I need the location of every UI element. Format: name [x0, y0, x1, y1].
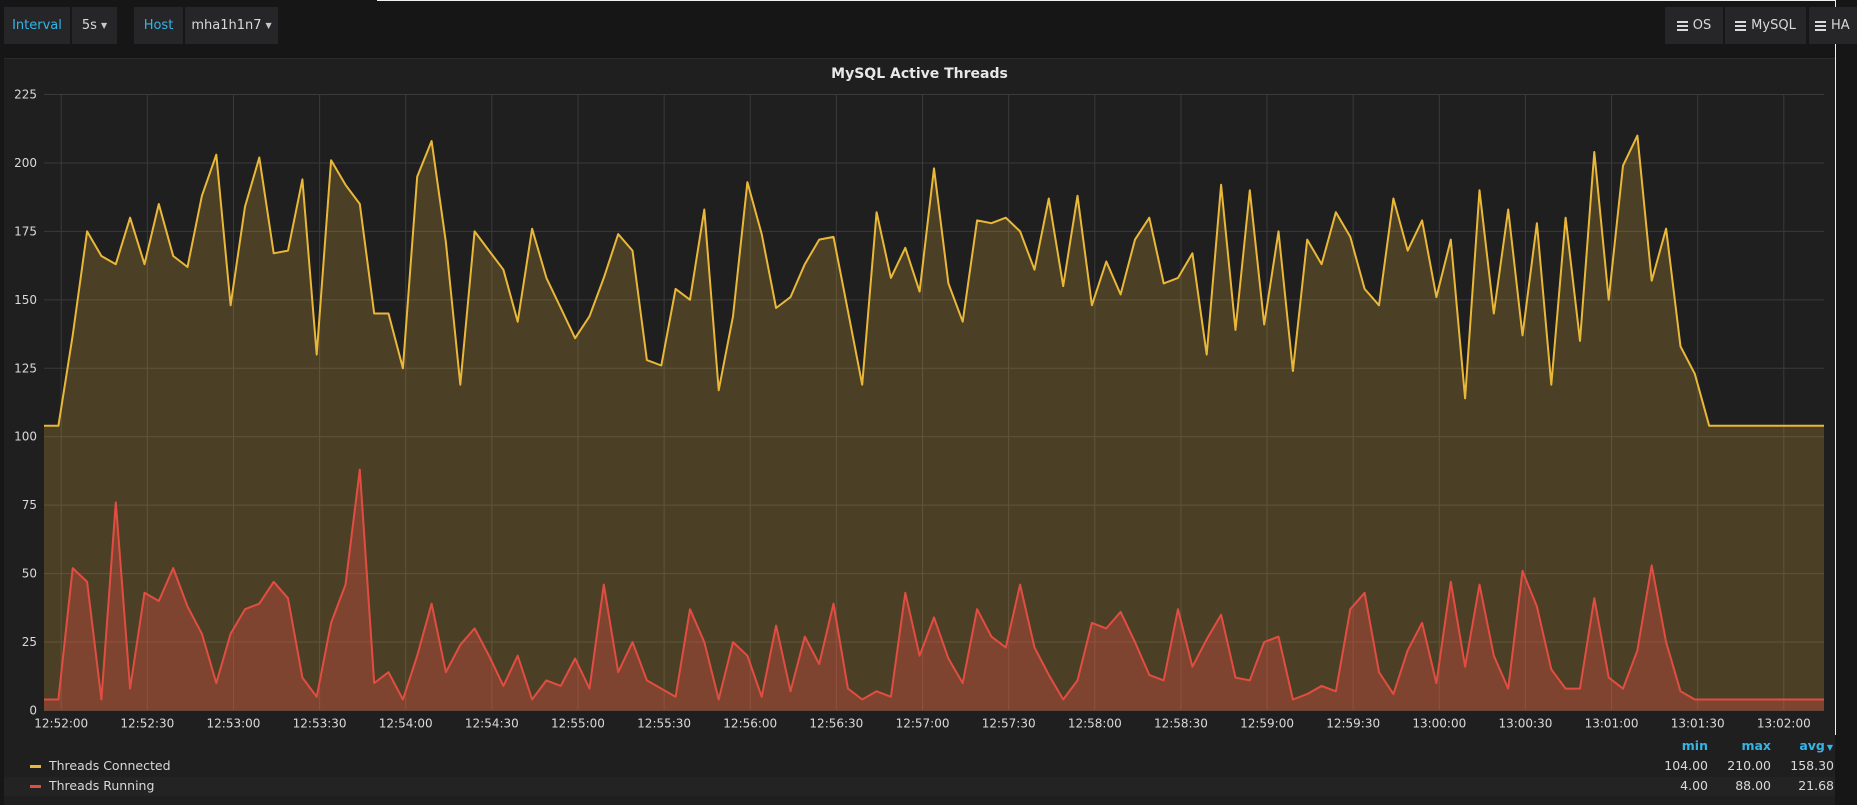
y-tick-label: 75: [22, 498, 37, 512]
y-tick-label: 100: [14, 430, 37, 444]
x-tick-label: 12:59:00: [1240, 717, 1294, 731]
legend-max: 88.00: [1701, 778, 1771, 793]
sort-desc-icon: ▼: [1827, 743, 1833, 752]
nav-button-label: MySQL: [1751, 18, 1796, 33]
x-tick-label: 12:57:30: [982, 717, 1036, 731]
nav-button-label: OS: [1693, 18, 1711, 33]
x-tick-label: 12:56:00: [723, 717, 777, 731]
y-tick-label: 125: [14, 361, 37, 375]
chart-canvas[interactable]: 0 25 50 75 100 125 150 175 200 225 12:52:00 12:52:3…: [4, 59, 1835, 749]
window-outline-right: [1835, 0, 1836, 735]
caret-down-icon: ▼: [101, 21, 107, 30]
x-tick-label: 13:00:30: [1498, 717, 1552, 731]
host-label: Host: [134, 7, 183, 44]
legend-header-avg[interactable]: avg▼: [1749, 738, 1833, 753]
nav-button-ha[interactable]: HA: [1809, 7, 1857, 44]
x-tick-label: 13:00:00: [1412, 717, 1466, 731]
legend-avg: 21.68: [1764, 778, 1834, 793]
hamburger-icon: [1677, 19, 1688, 33]
host-dropdown[interactable]: mha1h1n7 ▼: [185, 7, 278, 44]
interval-dropdown[interactable]: 5s ▼: [72, 7, 117, 44]
legend-item-threads-connected[interactable]: Threads Connected 104.00 210.00 158.30: [4, 757, 1835, 776]
host-value: mha1h1n7: [191, 18, 261, 33]
legend-header-min[interactable]: min: [1638, 738, 1708, 753]
x-tick-label: 12:52:30: [120, 717, 174, 731]
nav-button-os[interactable]: OS: [1665, 7, 1723, 44]
series-color-swatch[interactable]: [30, 785, 41, 788]
x-tick-label: 12:54:00: [379, 717, 433, 731]
x-tick-label: 13:01:00: [1585, 717, 1639, 731]
x-tick-label: 12:52:00: [34, 717, 88, 731]
y-tick-label: 50: [22, 567, 37, 581]
legend-min: 4.00: [1638, 778, 1708, 793]
caret-down-icon: ▼: [266, 21, 272, 30]
x-tick-label: 13:01:30: [1671, 717, 1725, 731]
legend-series-name[interactable]: Threads Running: [49, 778, 154, 793]
hamburger-icon: [1815, 19, 1826, 33]
interval-value: 5s: [82, 18, 97, 33]
y-tick-label: 0: [29, 704, 37, 718]
x-tick-label: 12:57:00: [896, 717, 950, 731]
legend-min: 104.00: [1638, 758, 1708, 773]
interval-label: Interval: [4, 7, 70, 44]
legend-max: 210.00: [1701, 758, 1771, 773]
legend-series-name[interactable]: Threads Connected: [49, 758, 171, 773]
y-tick-label: 200: [14, 156, 37, 170]
x-tick-label: 12:59:30: [1326, 717, 1380, 731]
x-tick-label: 12:53:30: [293, 717, 347, 731]
x-tick-label: 12:54:30: [465, 717, 519, 731]
hamburger-icon: [1735, 19, 1746, 33]
nav-button-mysql[interactable]: MySQL: [1725, 7, 1806, 44]
window-outline-top: [377, 0, 1836, 1]
x-tick-label: 12:55:00: [551, 717, 605, 731]
nav-button-label: HA: [1831, 18, 1850, 33]
legend-avg: 158.30: [1764, 758, 1834, 773]
x-tick-label: 12:55:30: [637, 717, 691, 731]
y-tick-label: 25: [22, 635, 37, 649]
y-tick-label: 225: [14, 88, 37, 102]
x-tick-label: 12:53:00: [207, 717, 261, 731]
legend-header-avg-label: avg: [1799, 738, 1825, 753]
y-tick-label: 150: [14, 293, 37, 307]
x-tick-label: 12:58:30: [1154, 717, 1208, 731]
y-tick-label: 175: [14, 224, 37, 238]
x-tick-label: 13:02:00: [1757, 717, 1811, 731]
x-tick-label: 12:56:30: [809, 717, 863, 731]
legend-item-threads-running[interactable]: Threads Running 4.00 88.00 21.68: [4, 777, 1835, 796]
x-tick-label: 12:58:00: [1068, 717, 1122, 731]
series-color-swatch[interactable]: [30, 765, 41, 768]
